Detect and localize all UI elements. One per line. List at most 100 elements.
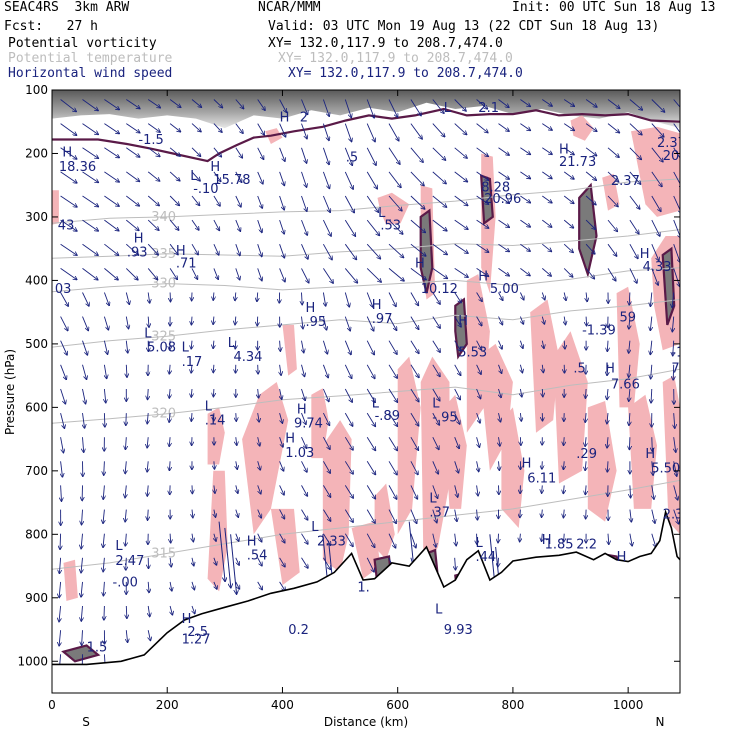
wind-vector (301, 461, 308, 472)
pv-shade-region-13 (311, 388, 329, 459)
pv-high-marker: H (210, 160, 220, 175)
wind-vector (455, 557, 456, 570)
pv-shade-region-19 (443, 394, 467, 509)
pv-high-marker: H (522, 457, 532, 472)
y-tick-label: 800 (25, 527, 48, 541)
wind-vector (60, 268, 77, 279)
wind-vector (322, 195, 330, 213)
wind-vector (192, 581, 195, 590)
wind-vector (323, 485, 330, 497)
pv-high-marker: H (134, 231, 144, 246)
pv-shade-region-15 (270, 508, 300, 586)
wind-vector (542, 485, 543, 493)
wind-vector (388, 388, 398, 402)
wind-vector (366, 292, 373, 308)
pv-high-marker: H (306, 301, 316, 316)
wind-vector (344, 461, 353, 474)
wind-vector (125, 243, 138, 255)
theta-label-325: 325 (151, 329, 176, 344)
wind-vector (279, 437, 284, 447)
pv-shade-region-31 (351, 521, 381, 579)
wind-vector (476, 412, 481, 423)
plot-frame (51, 89, 681, 694)
wind-vector (454, 195, 468, 206)
wind-vector (388, 123, 399, 141)
pv-low-marker: L (432, 396, 440, 411)
wind-vector (563, 123, 574, 131)
pv-high-marker: H (605, 362, 615, 377)
pv-value-label: 18.36 (59, 160, 96, 175)
wind-vector (323, 557, 330, 570)
pv-high-marker: H (62, 146, 72, 161)
wind-vector (59, 581, 61, 598)
wind-vector (542, 533, 543, 542)
theta-label-335: 335 (151, 247, 176, 262)
wind-vector (59, 630, 61, 646)
wind-vector (476, 268, 489, 276)
wind-vector (322, 364, 328, 378)
wind-vector (651, 147, 663, 162)
wind-vector-strong (218, 521, 225, 582)
wind-vector (607, 413, 608, 424)
pv-value-label: .5 (346, 151, 358, 166)
wind-vector (477, 485, 479, 496)
wind-vector (60, 316, 68, 331)
wind-vector (432, 123, 445, 137)
wind-vector (148, 605, 150, 617)
wind-vector (388, 509, 396, 524)
wind-vector (476, 123, 489, 133)
wind-vector (432, 171, 447, 184)
wind-vector (301, 557, 309, 569)
wind-vector (192, 557, 194, 566)
wind-vector (499, 437, 501, 446)
wind-vector (126, 171, 139, 182)
wind-vector (81, 533, 82, 549)
wind-vector (214, 485, 215, 493)
wind-vector (236, 413, 237, 421)
legend-pv-name: Potential vorticity (8, 36, 157, 51)
pv-value-label: 2.2 (576, 537, 597, 552)
wind-vector (410, 316, 419, 330)
wind-vector (585, 268, 594, 279)
wind-vector (585, 485, 586, 494)
wind-vector (454, 123, 467, 135)
wind-vector (454, 412, 460, 424)
wind-vector (498, 340, 503, 350)
wind-vector (498, 364, 502, 374)
wind-vector (257, 219, 262, 233)
forecast-hour: Fcst: 27 h (4, 19, 98, 34)
wind-vector (585, 413, 586, 422)
pv-value-label: 5.53 (458, 346, 487, 361)
wind-vector (191, 413, 192, 421)
wind-vector (60, 292, 69, 307)
wind-vector (410, 171, 424, 186)
pv-high-marker: H (176, 244, 186, 259)
pv-high-marker: H (617, 550, 627, 565)
pv-low-marker: L (476, 536, 484, 551)
pv-value-label: 03 (55, 282, 72, 297)
wind-vector (323, 268, 333, 283)
wind-vector (236, 485, 238, 493)
pv-value-label: 2.33 (317, 535, 346, 550)
wind-vector (630, 485, 631, 498)
pv-value-label: .14 (205, 414, 226, 429)
wind-vector (235, 316, 236, 325)
wind-vector (476, 99, 488, 110)
wind-vector (322, 219, 331, 236)
wind-vector (366, 364, 375, 379)
wind-vector (542, 388, 543, 397)
y-tick-label: 400 (25, 273, 48, 287)
wind-vector (170, 340, 171, 350)
wind-vector (82, 509, 83, 525)
wind-vector (520, 533, 521, 542)
wind-vector (455, 533, 457, 546)
wind-vector (454, 171, 468, 182)
x-tick-label: 800 (501, 698, 524, 712)
wind-vector (454, 99, 467, 112)
wind-vector (432, 243, 448, 255)
pv-value-label: -.00 (113, 575, 138, 590)
wind-vector (103, 316, 108, 331)
wind-vector (520, 340, 523, 349)
terrain-outline (52, 509, 680, 666)
y-tick-label: 200 (25, 146, 48, 160)
